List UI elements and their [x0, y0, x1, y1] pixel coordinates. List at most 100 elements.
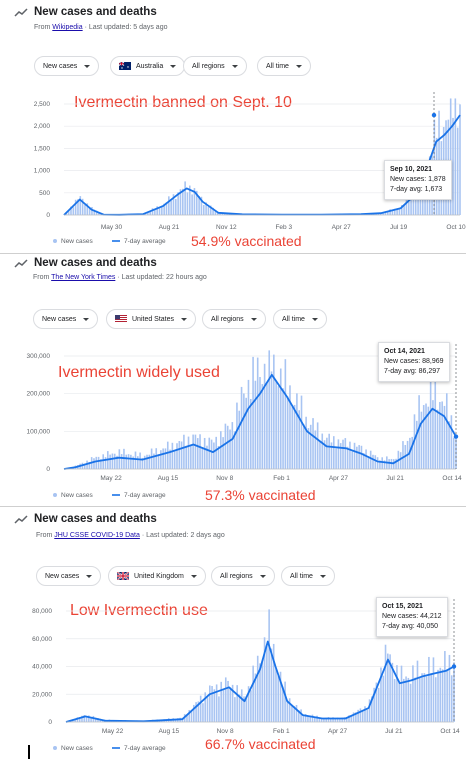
metric-label: New cases	[45, 572, 80, 580]
header-title: New cases and deaths	[34, 513, 157, 525]
x-tick-label: Oct 14	[442, 475, 462, 482]
caret-icon	[231, 64, 238, 68]
country-dropdown[interactable]: United Kingdom	[108, 566, 206, 586]
source-prefix: From	[34, 24, 53, 31]
x-tick-label: Jul 21	[387, 475, 405, 482]
country-label: United Kingdom	[134, 572, 184, 580]
y-tick-label: 2,000	[34, 123, 51, 130]
x-tick-label: May 22	[100, 475, 122, 482]
caret-icon	[250, 317, 257, 321]
y-tick-label: 100,000	[27, 428, 51, 435]
legend-cases-swatch	[53, 239, 57, 243]
regions-dropdown[interactable]: All regions	[211, 566, 275, 586]
country-dropdown[interactable]: United States	[106, 309, 197, 329]
legend-cases-swatch	[53, 746, 57, 750]
text-cursor	[28, 745, 30, 759]
x-tick-label: Feb 1	[273, 475, 290, 482]
tooltip: Sep 10, 2021 New cases: 1,878 7-day avg:…	[384, 160, 452, 200]
uk-flag-icon	[117, 572, 129, 580]
caret-icon	[84, 64, 91, 68]
source-prefix: From	[36, 532, 55, 539]
updated-text: · Last updated: 22 hours ago	[115, 274, 207, 281]
time-dropdown[interactable]: All time	[257, 56, 311, 76]
x-tick-label: May 30	[101, 224, 123, 231]
header: New cases and deaths	[14, 6, 157, 18]
trend-icon	[14, 515, 28, 524]
regions-dropdown[interactable]: All regions	[202, 309, 266, 329]
panel-australia: New cases and deaths From Wikipedia · La…	[0, 0, 466, 253]
regions-label: All regions	[192, 62, 225, 70]
caret-icon	[190, 574, 197, 578]
x-tick-label: Nov 8	[216, 475, 233, 482]
vaccinated-label: 54.9% vaccinated	[191, 233, 302, 249]
time-dropdown[interactable]: All time	[273, 309, 327, 329]
x-tick-label: Apr 27	[332, 224, 352, 231]
vaccinated-label: 66.7% vaccinated	[205, 736, 316, 752]
legend-cases-swatch	[53, 493, 57, 497]
y-tick-label: 500	[39, 190, 50, 197]
caret-icon	[295, 64, 302, 68]
annotation: Low Ivermectin use	[70, 602, 208, 619]
source-link[interactable]: Wikipedia	[52, 24, 83, 31]
y-tick-label: 60,000	[32, 636, 52, 643]
x-tick-label: Feb 3	[275, 224, 292, 231]
source-link[interactable]: JHU CSSE COVID-19 Data	[54, 532, 140, 539]
header-title: New cases and deaths	[34, 257, 157, 269]
y-tick-label: 2,500	[34, 101, 51, 108]
regions-label: All regions	[220, 572, 253, 580]
legend-avg-label: 7-day average	[124, 745, 166, 752]
y-tick-label: 300,000	[27, 353, 51, 360]
tooltip: Oct 15, 2021 New cases: 44,212 7-day avg…	[376, 597, 448, 637]
country-dropdown[interactable]: Australia	[110, 56, 186, 76]
panel-united-states: New cases and deaths From The New York T…	[0, 253, 466, 506]
seven-day-average-line	[63, 373, 457, 470]
x-tick-label: Aug 15	[158, 475, 179, 482]
legend-avg-label: 7-day average	[124, 492, 166, 499]
tooltip-date: Oct 14, 2021	[384, 348, 425, 355]
x-tick-label: Nov 12	[216, 224, 237, 231]
y-tick-label: 40,000	[32, 664, 52, 671]
tooltip-date: Oct 15, 2021	[382, 603, 423, 610]
caret-icon	[259, 574, 266, 578]
source-link[interactable]: The New York Times	[51, 274, 116, 281]
chart-united-kingdom[interactable]: 0 20,000 40,000 60,000 80,000 May 22 Aug 15 Nov…	[0, 507, 466, 766]
tooltip-cases: New cases: 1,878	[390, 176, 446, 183]
metric-label: New cases	[42, 315, 77, 323]
trend-icon	[14, 259, 28, 268]
caret-icon	[86, 574, 93, 578]
regions-dropdown[interactable]: All regions	[183, 56, 247, 76]
hover-point	[451, 664, 457, 669]
metric-dropdown[interactable]: New cases	[36, 566, 102, 586]
source-line: From The New York Times · Last updated: …	[33, 274, 207, 281]
legend-cases-label: New cases	[61, 238, 94, 245]
metric-dropdown[interactable]: New cases	[34, 56, 100, 76]
y-tick-label: 1,000	[34, 168, 51, 175]
metric-dropdown[interactable]: New cases	[33, 309, 99, 329]
country-label: Australia	[136, 62, 164, 70]
x-tick-label: Oct 14	[440, 728, 460, 735]
x-tick-label: Aug 15	[159, 728, 180, 735]
y-tick-label: 0	[48, 719, 52, 726]
time-dropdown[interactable]: All time	[281, 566, 335, 586]
tooltip-avg: 7-day avg: 86,297	[384, 368, 441, 375]
caret-icon	[170, 64, 177, 68]
us-flag-icon	[115, 315, 127, 323]
source-line: From JHU CSSE COVID-19 Data · Last updat…	[36, 532, 225, 539]
tooltip-date: Sep 10, 2021	[390, 166, 433, 173]
trend-icon	[14, 8, 28, 17]
legend-cases-label: New cases	[61, 745, 94, 752]
caret-icon	[311, 317, 318, 321]
chart-united-states[interactable]: 0 100,000 200,000 300,000 May 22 Aug 15 Nov 8 F…	[0, 254, 466, 506]
caret-icon	[319, 574, 326, 578]
x-tick-label: Oct 10	[446, 224, 466, 231]
chart-australia[interactable]: 0 500 1,000 1,500 2,000 2,500 May 30 Aug 21 Nov …	[0, 0, 466, 253]
time-label: All time	[282, 315, 305, 323]
hover-point	[453, 434, 459, 439]
header-title: New cases and deaths	[34, 6, 157, 18]
tooltip-cases: New cases: 44,212	[382, 613, 442, 620]
tooltip-avg: 7-day avg: 40,050	[382, 623, 439, 630]
caret-icon	[181, 317, 188, 321]
x-tick-label: Jul 19	[390, 224, 408, 231]
x-tick-label: May 22	[102, 728, 124, 735]
annotation: Ivermectin widely used	[58, 364, 220, 381]
